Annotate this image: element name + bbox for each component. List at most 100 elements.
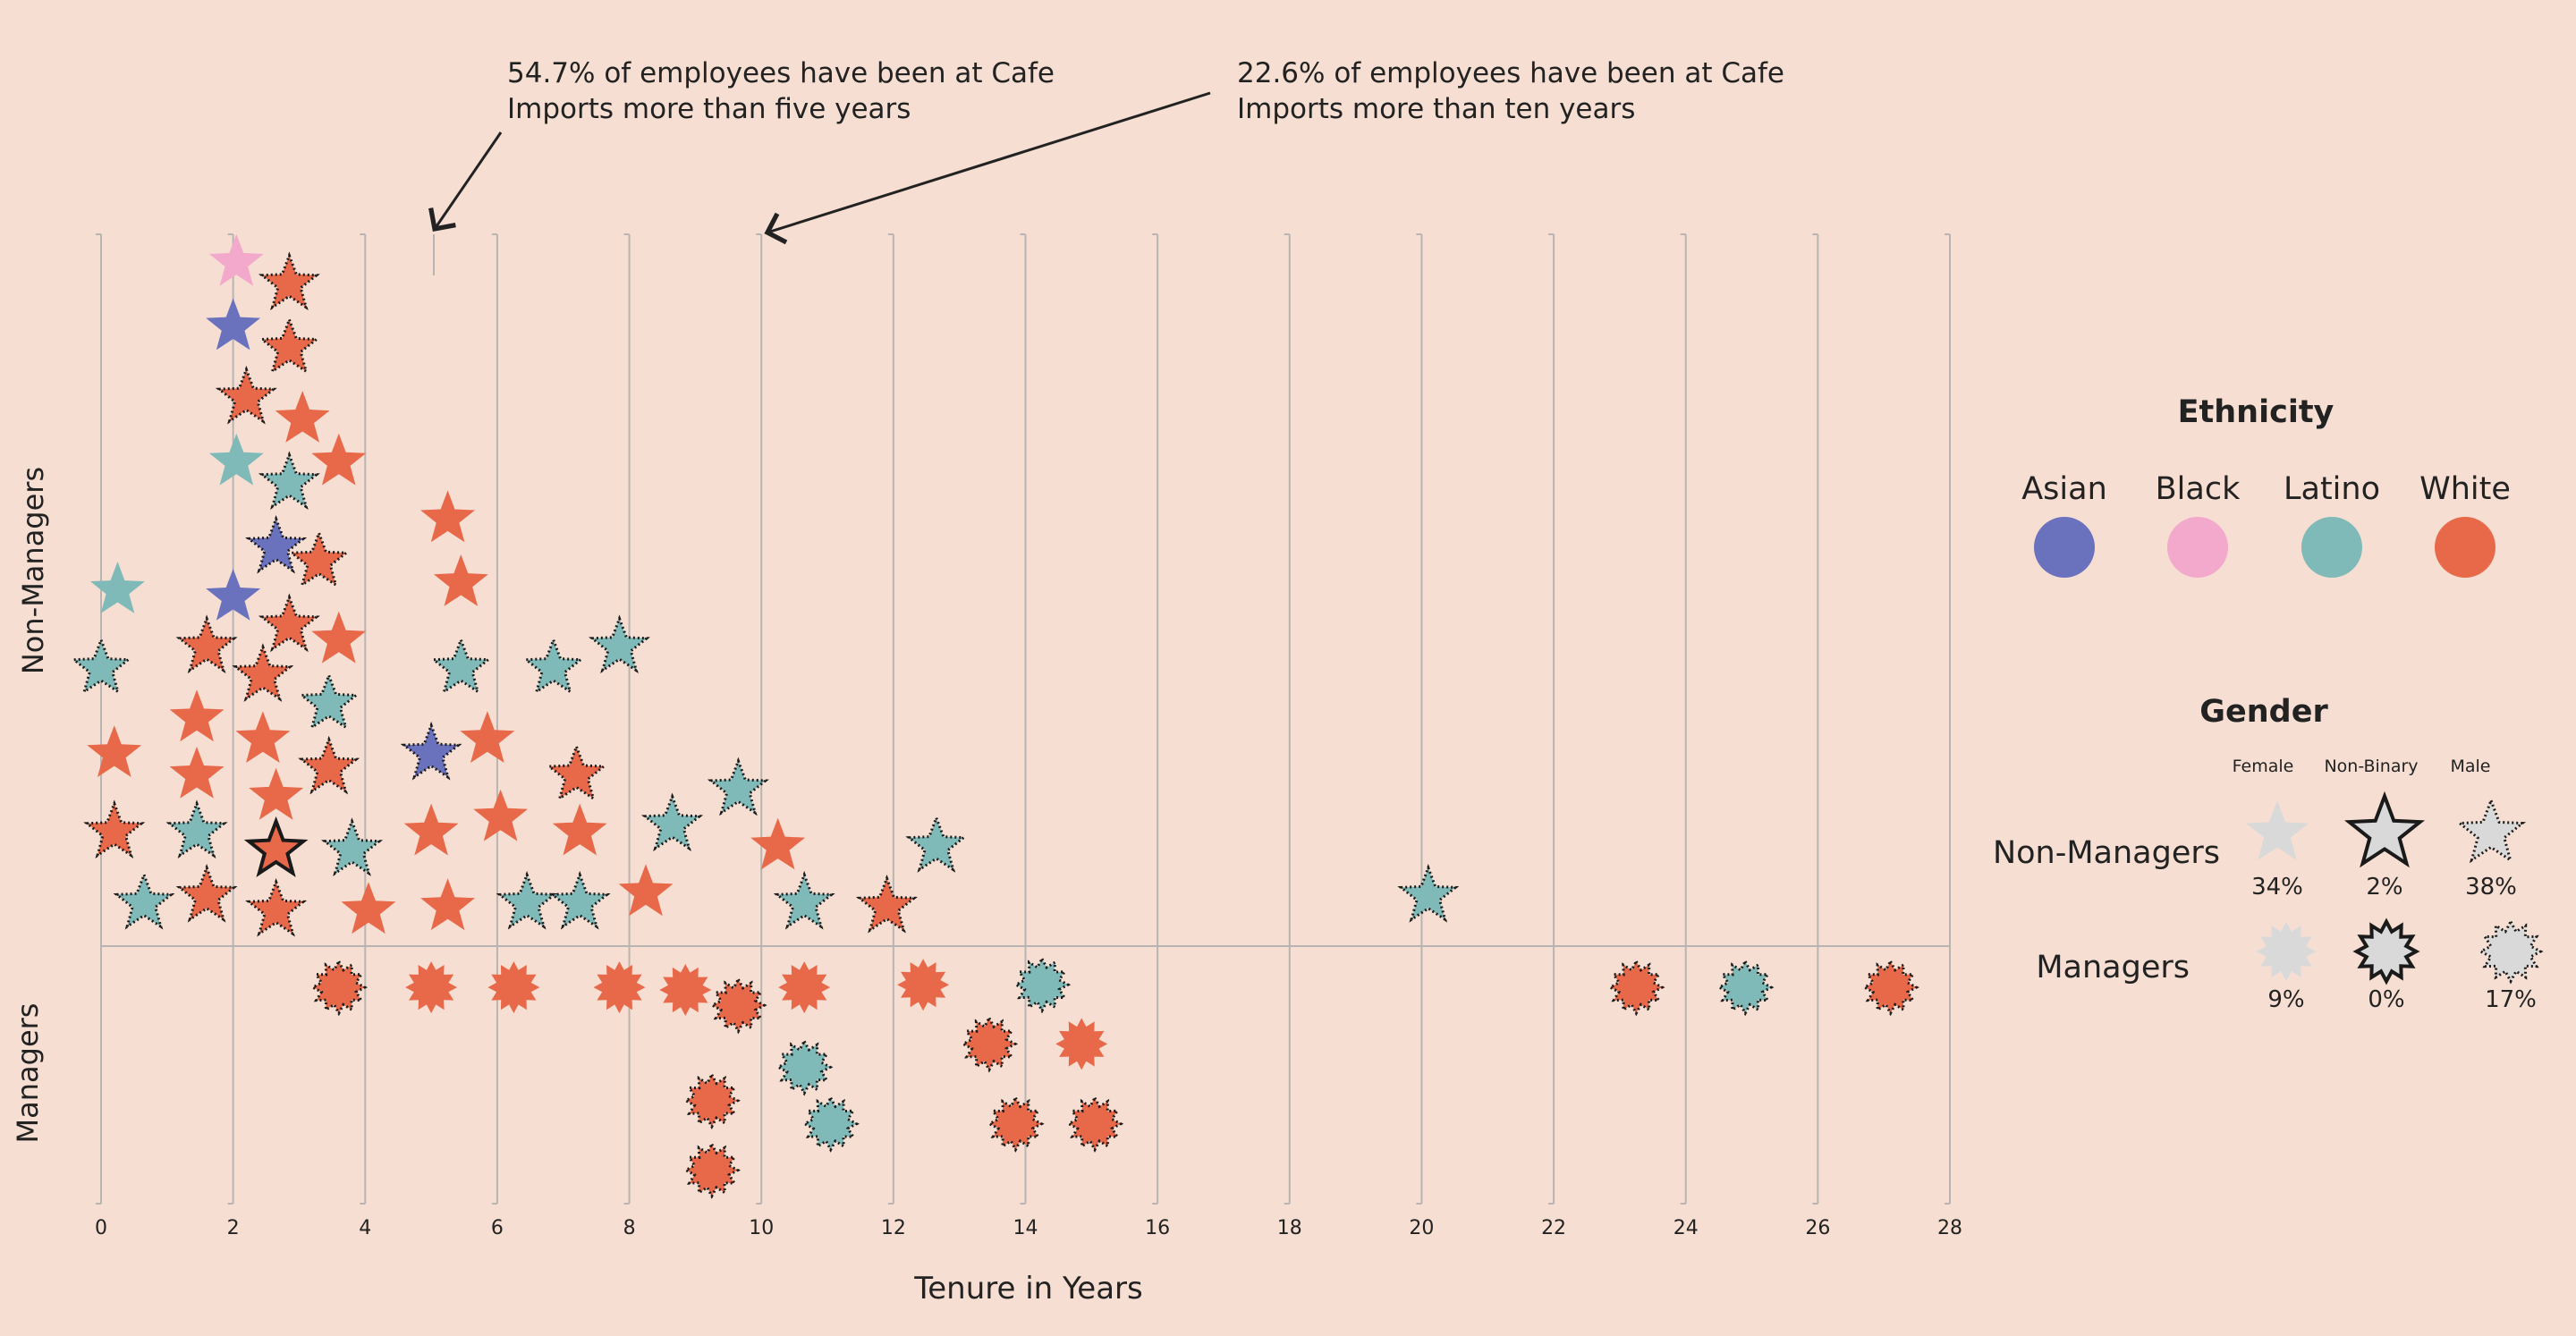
manager-point-17 xyxy=(1607,958,1665,1017)
non-manager-point-7 xyxy=(258,451,320,510)
non-manager-point-12 xyxy=(90,562,145,613)
x-tick-label-24: 24 xyxy=(1674,1217,1699,1239)
non-manager-point-13 xyxy=(206,569,261,621)
non-manager-point-54 xyxy=(1397,864,1460,923)
manager-point-0 xyxy=(309,958,368,1017)
non-manager-point-43 xyxy=(905,814,968,873)
legend-ethnicity-swatch-black xyxy=(2167,517,2228,578)
manager-point-3 xyxy=(593,961,646,1014)
non-manager-point-36 xyxy=(83,799,146,858)
legend-ethnicity-label-asian: Asian xyxy=(2021,471,2107,507)
x-tick-label-16: 16 xyxy=(1145,1217,1170,1239)
legend-ethnicity-swatch-white xyxy=(2435,517,2496,578)
annotation-ten-years-line1: 22.6% of employees have been at Cafe xyxy=(1237,57,1784,89)
x-tick-label-18: 18 xyxy=(1277,1217,1302,1239)
manager-point-11 xyxy=(775,1038,834,1096)
non-manager-point-42 xyxy=(750,817,806,870)
manager-point-9 xyxy=(960,1015,1019,1073)
legend-non-managers-female-pct: 34% xyxy=(2251,874,2303,901)
x-tick-label-10: 10 xyxy=(749,1217,774,1239)
non-manager-point-39 xyxy=(552,803,607,856)
manager-point-2 xyxy=(487,961,540,1014)
legend-manager-F-symbol xyxy=(2256,921,2317,982)
annotation-five-years-line1: 54.7% of employees have been at Cafe xyxy=(507,57,1055,89)
legend-ethnicity-swatch-asian xyxy=(2034,517,2095,578)
non-manager-point-15 xyxy=(258,593,320,653)
non-manager-point-21 xyxy=(429,636,492,695)
legend-ethnicity: Ethnicity Asian Black Latino White xyxy=(2021,394,2511,578)
non-manager-point-34 xyxy=(473,789,529,841)
grid-lines xyxy=(96,233,1951,1205)
manager-point-5 xyxy=(709,977,767,1035)
manager-point-6 xyxy=(778,961,831,1014)
legend-gender-col-female: Female xyxy=(2233,757,2294,776)
manager-point-13 xyxy=(801,1095,860,1153)
legend-ethnicity-swatch-latino xyxy=(2301,517,2362,578)
non-manager-point-4 xyxy=(215,365,277,425)
legend-managers-male-pct: 17% xyxy=(2485,986,2537,1013)
x-tick-label-8: 8 xyxy=(623,1217,636,1239)
legend-gender: Gender Female Non-Binary Male Non-Manage… xyxy=(1993,694,2544,1013)
legend-manager-N-symbol xyxy=(2352,917,2420,985)
x-tick-label-12: 12 xyxy=(881,1217,906,1239)
manager-point-12 xyxy=(682,1071,741,1129)
non-manager-point-9 xyxy=(420,490,475,543)
non-manager-point-1 xyxy=(258,251,320,311)
non-manager-point-38 xyxy=(403,803,459,856)
non-manager-point-25 xyxy=(235,711,291,763)
manager-point-10 xyxy=(1055,1018,1108,1070)
non-manager-point-18 xyxy=(589,614,650,674)
annotation-five-years-line2: Imports more than five years xyxy=(507,93,911,125)
legend-managers-female-pct: 9% xyxy=(2267,986,2304,1013)
non-manager-point-37 xyxy=(165,799,228,858)
x-tick-label-4: 4 xyxy=(359,1217,371,1239)
legend-non-manager-F-symbol xyxy=(2246,800,2309,860)
non-manager-point-40 xyxy=(243,816,309,878)
non-manager-point-35 xyxy=(641,792,704,852)
legend-row-non-managers-label: Non-Managers xyxy=(1993,835,2220,871)
annotation-five-years: 54.7% of employees have been at Cafe Imp… xyxy=(428,57,1055,275)
legend-non-manager-N-symbol xyxy=(2343,791,2426,868)
legend-ethnicity-label-black: Black xyxy=(2156,471,2241,507)
non-manager-point-33 xyxy=(249,767,304,820)
non-manager-point-16 xyxy=(311,611,367,664)
data-points xyxy=(70,233,1919,1199)
legend-gender-title: Gender xyxy=(2199,694,2328,730)
annotation-ten-years-line2: Imports more than ten years xyxy=(1237,93,1635,125)
annotation-ten-years: 22.6% of employees have been at Cafe Imp… xyxy=(764,57,1784,245)
non-manager-point-8 xyxy=(311,433,367,486)
non-manager-point-53 xyxy=(855,874,918,934)
legend-gender-col-male: Male xyxy=(2450,757,2490,776)
x-tick-label-6: 6 xyxy=(491,1217,504,1239)
x-tick-label-20: 20 xyxy=(1409,1217,1434,1239)
non-manager-point-17 xyxy=(175,614,238,674)
non-manager-point-22 xyxy=(522,636,585,695)
x-tick-label-22: 22 xyxy=(1541,1217,1566,1239)
non-manager-point-52 xyxy=(773,870,835,930)
non-manager-point-32 xyxy=(707,757,769,816)
legend-ethnicity-label-latino: Latino xyxy=(2284,471,2380,507)
manager-point-19 xyxy=(1861,958,1919,1017)
non-manager-point-2 xyxy=(206,298,261,351)
non-manager-point-29 xyxy=(169,747,225,799)
non-manager-point-47 xyxy=(341,882,396,934)
legend-non-manager-M-symbol xyxy=(2455,796,2527,864)
non-manager-point-30 xyxy=(298,735,360,795)
non-manager-point-46 xyxy=(245,877,308,937)
non-manager-point-19 xyxy=(70,636,132,695)
x-tick-label-28: 28 xyxy=(1937,1217,1962,1239)
legend-ethnicity-label-white: White xyxy=(2419,471,2511,507)
legend-managers-nonbinary-pct: 0% xyxy=(2368,986,2404,1013)
manager-point-18 xyxy=(1716,958,1775,1017)
non-manager-point-31 xyxy=(546,742,607,802)
non-manager-point-41 xyxy=(321,817,384,876)
legend-non-managers-nonbinary-pct: 2% xyxy=(2366,874,2402,901)
manager-point-1 xyxy=(405,961,458,1014)
x-tick-label-0: 0 xyxy=(95,1217,107,1239)
non-manager-point-0 xyxy=(208,233,264,286)
legend-ethnicity-items: Asian Black Latino White xyxy=(2021,471,2511,578)
x-axis-label: Tenure in Years xyxy=(913,1271,1142,1306)
non-manager-point-26 xyxy=(460,711,515,763)
non-manager-point-51 xyxy=(618,864,674,917)
